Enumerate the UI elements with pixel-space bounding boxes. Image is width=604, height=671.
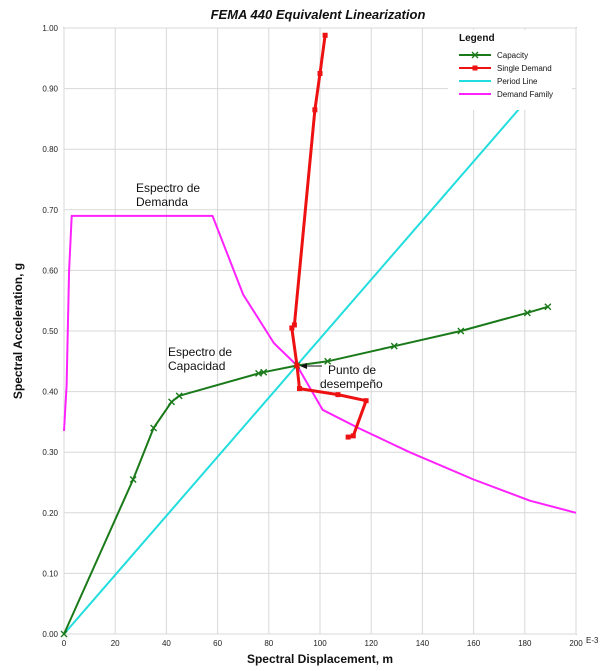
data-point <box>350 433 356 439</box>
data-point <box>324 357 332 365</box>
data-point <box>312 107 318 113</box>
y-tick-label: 1.00 <box>42 24 58 33</box>
x-tick-label: 180 <box>518 639 532 648</box>
legend-label: Capacity <box>497 51 528 60</box>
x-axis-ticks: 0 20 40 60 80 100 120 140 160 180 200 <box>62 639 583 648</box>
x-tick-label: 60 <box>213 639 222 648</box>
series-layer <box>60 32 577 638</box>
data-point <box>322 32 328 38</box>
legend-label: Period Line <box>497 77 538 86</box>
y-axis-label: Spectral Acceleration, g <box>11 263 25 399</box>
legend-marker <box>472 65 478 71</box>
annotation-capacity-line-1: Espectro de <box>168 345 232 359</box>
annotation-arrowhead <box>300 363 307 369</box>
x-tick-label: 40 <box>162 639 171 648</box>
y-tick-label: 0.40 <box>42 388 58 397</box>
x-tick-label: 140 <box>416 639 430 648</box>
series-period-line <box>63 48 572 635</box>
data-point <box>260 368 268 376</box>
grid <box>63 27 577 635</box>
data-point <box>255 369 263 377</box>
data-point <box>544 303 552 311</box>
x-tick-label: 200 <box>569 639 583 648</box>
chart-title: FEMA 440 Equivalent Linearization <box>211 7 426 22</box>
data-point <box>129 475 137 483</box>
data-point <box>291 322 297 328</box>
data-point <box>457 327 465 335</box>
y-tick-label: 0.70 <box>42 206 58 215</box>
annotations: Espectro de Demanda Espectro de Capacida… <box>136 181 383 391</box>
annotation-demand-line-1: Espectro de <box>136 181 200 195</box>
legend-item: Capacity <box>459 51 528 60</box>
x-unit-suffix: E-3 <box>586 636 599 645</box>
x-tick-label: 100 <box>313 639 327 648</box>
data-point <box>335 392 341 398</box>
data-point <box>363 398 369 404</box>
annotation-performance-line-1: Punto de <box>328 363 376 377</box>
series-line <box>63 214 577 514</box>
legend-label: Single Demand <box>497 64 552 73</box>
x-axis-label: Spectral Displacement, m <box>247 652 393 666</box>
y-tick-label: 0.10 <box>42 569 58 578</box>
data-point <box>168 398 176 406</box>
x-tick-label: 120 <box>365 639 379 648</box>
annotation-capacity-spectrum: Espectro de Capacidad <box>168 345 235 373</box>
series-line <box>63 48 572 635</box>
data-point <box>317 70 323 76</box>
data-point <box>175 392 183 400</box>
data-point <box>297 386 303 392</box>
legend-label: Demand Family <box>497 90 553 99</box>
x-tick-label: 20 <box>111 639 120 648</box>
legend-item: Period Line <box>459 77 538 86</box>
y-tick-label: 0.00 <box>42 630 58 639</box>
legend-item: Demand Family <box>459 90 553 99</box>
annotation-capacity-line-2: Capacidad <box>168 359 225 373</box>
data-point <box>294 363 300 369</box>
legend-box <box>448 30 572 110</box>
y-tick-label: 0.30 <box>42 448 58 457</box>
data-point <box>390 342 398 350</box>
legend-item: Single Demand <box>459 64 552 73</box>
y-tick-label: 0.80 <box>42 145 58 154</box>
data-point <box>289 325 295 331</box>
y-tick-label: 0.90 <box>42 85 58 94</box>
x-tick-label: 0 <box>62 639 67 648</box>
x-tick-label: 160 <box>467 639 481 648</box>
legend-marker <box>471 51 479 59</box>
series-demand-family <box>63 214 577 514</box>
y-axis-ticks: 0.00 0.10 0.20 0.30 0.40 0.50 0.60 0.70 0.80 0.90… <box>42 24 58 639</box>
y-tick-label: 0.60 <box>42 266 58 275</box>
data-point <box>345 434 351 440</box>
x-tick-label: 80 <box>264 639 273 648</box>
data-point <box>523 309 531 317</box>
legend-items: Capacity Single Demand Period Line Demand F… <box>459 51 553 99</box>
y-tick-label: 0.20 <box>42 509 58 518</box>
series-single-demand <box>289 32 369 440</box>
legend: Legend Capacity Single Demand Period Line D… <box>448 30 572 110</box>
data-point <box>150 424 158 432</box>
y-tick-label: 0.50 <box>42 327 58 336</box>
legend-title: Legend <box>459 33 495 44</box>
data-point <box>60 630 68 638</box>
annotation-performance-point: Punto de desempeño <box>320 363 383 391</box>
annotation-demand-line-2: Demanda <box>136 195 188 209</box>
annotation-demand-spectrum: Espectro de Demanda <box>136 181 203 209</box>
annotation-performance-line-2: desempeño <box>320 377 383 391</box>
